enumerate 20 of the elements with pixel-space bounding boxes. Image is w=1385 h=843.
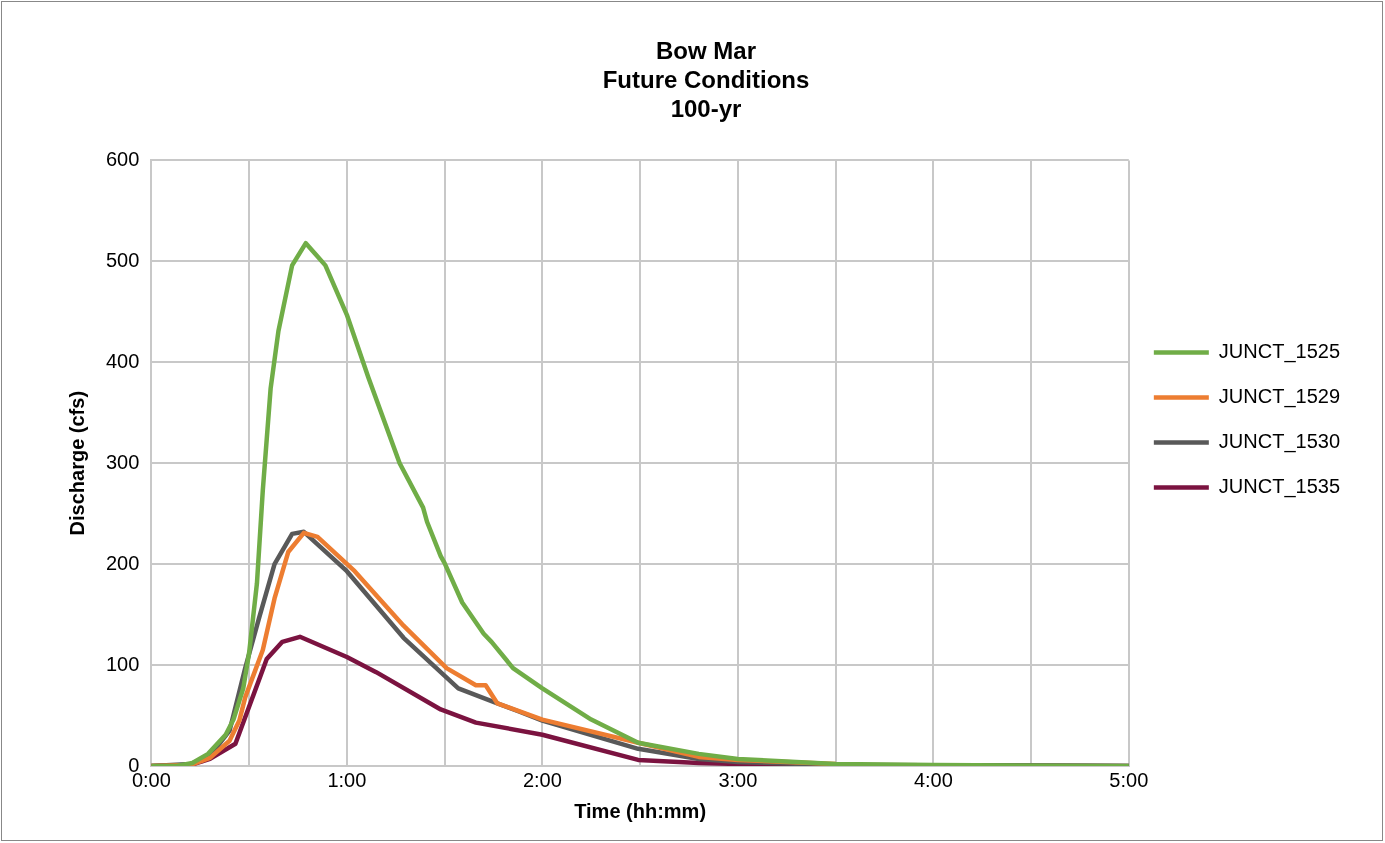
y-tick-label: 200: [105, 551, 140, 574]
legend-label: JUNCT_1525: [1218, 340, 1341, 364]
legend-label: JUNCT_1535: [1218, 475, 1341, 499]
x-tick-label: 1:00: [327, 768, 367, 791]
x-tick-label: 2:00: [522, 768, 562, 791]
legend-label: JUNCT_1530: [1218, 430, 1341, 454]
text: Bow Mar: [655, 37, 757, 65]
text: 100-yr: [670, 94, 742, 122]
text: Future Conditions: [602, 65, 810, 93]
y-tick-label: 300: [105, 450, 140, 473]
x-tick-label: 3:00: [718, 768, 758, 791]
y-tick-label: 600: [105, 147, 140, 170]
x-tick-label: 5:00: [1109, 768, 1149, 791]
y-axis-title: Discharge (cfs): [65, 390, 88, 536]
y-tick-label: 100: [105, 652, 140, 675]
y-tick-label: 500: [105, 248, 140, 271]
y-tick-label: 400: [105, 349, 140, 372]
x-tick-label: 4:00: [913, 768, 953, 791]
x-axis-title: Time (hh:mm): [574, 799, 707, 822]
legend-label: JUNCT_1529: [1218, 385, 1341, 409]
